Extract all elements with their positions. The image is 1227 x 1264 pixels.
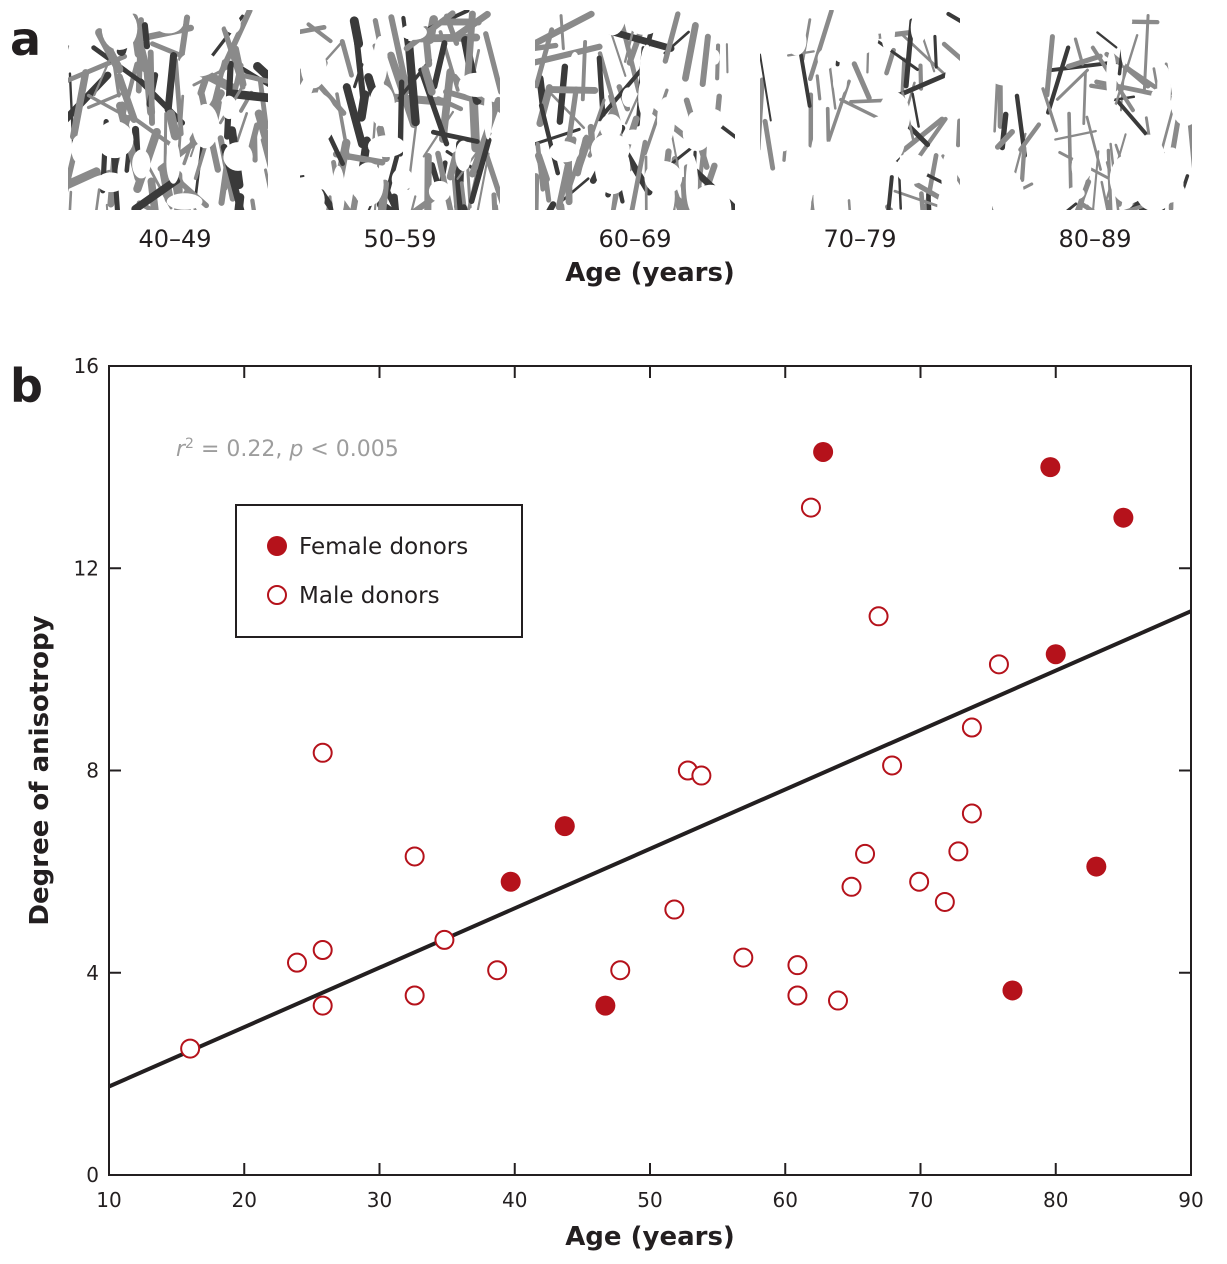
legend-female-label: Female donors <box>299 534 468 560</box>
age-group-label: 80–89 <box>1058 225 1132 253</box>
age-group-label: 50–59 <box>363 225 437 253</box>
x-tick-label: 40 <box>502 1188 527 1212</box>
male-donor-point <box>948 841 969 862</box>
scatter-chart: 10 20 30 40 50 60 70 80 90 0 4 8 12 16 r2 = 0.22, p <… <box>25 354 1204 1252</box>
y-tick-label: 8 <box>86 759 99 783</box>
male-donor-point <box>855 843 876 864</box>
age-group-label: 40–49 <box>138 225 212 253</box>
stat-annotation: r2 = 0.22, p < 0.005 <box>176 436 399 462</box>
female-donor-point <box>1086 856 1107 877</box>
bone-image-50-59 <box>300 10 500 210</box>
y-tick-label: 16 <box>74 354 99 378</box>
female-donor-point <box>554 816 575 837</box>
male-donor-point <box>787 985 808 1006</box>
age-group-label: 60–69 <box>598 225 672 253</box>
male-donor-point <box>312 742 333 763</box>
panel-letter-b: b <box>10 359 43 413</box>
x-tick-label: 30 <box>367 1188 392 1212</box>
x-axis-title: Age (years) <box>565 1222 735 1252</box>
legend-male-marker <box>267 585 287 605</box>
y-axis-title: Degree of anisotropy <box>25 615 55 925</box>
legend-female-marker <box>267 536 287 556</box>
male-donor-point <box>733 947 754 968</box>
x-tick-label: 60 <box>773 1188 798 1212</box>
male-donor-point <box>988 654 1009 675</box>
male-donor-point <box>312 995 333 1016</box>
male-donor-point <box>882 755 903 776</box>
male-donor-point <box>434 929 455 950</box>
age-group-label: 70–79 <box>823 225 897 253</box>
female-donor-point <box>595 995 616 1016</box>
male-donor-point <box>961 803 982 824</box>
panel-letter-a: a <box>10 12 42 66</box>
male-donor-point <box>487 960 508 981</box>
legend-male-label: Male donors <box>299 583 440 609</box>
p-value: < 0.005 <box>303 437 398 462</box>
male-donor-point <box>868 606 889 627</box>
male-donor-point <box>664 899 685 920</box>
r2-value: = 0.22, <box>194 437 289 462</box>
x-tick-label: 10 <box>96 1188 121 1212</box>
male-donor-point <box>827 990 848 1011</box>
male-donor-point <box>180 1038 201 1059</box>
bone-image-70-79 <box>760 10 960 210</box>
x-tick-label: 90 <box>1178 1188 1203 1212</box>
male-donor-point <box>909 871 930 892</box>
r2-exponent: 2 <box>185 436 194 452</box>
female-donor-point <box>1113 507 1134 528</box>
legend-box <box>235 504 523 638</box>
female-donor-point <box>1002 980 1023 1001</box>
x-tick-label: 70 <box>908 1188 933 1212</box>
y-tick-label: 0 <box>86 1163 99 1187</box>
r2-symbol: r <box>176 437 187 462</box>
male-donor-point <box>312 939 333 960</box>
male-donor-point <box>934 891 955 912</box>
y-tick-label: 12 <box>74 556 99 580</box>
regression-line <box>108 609 1192 1089</box>
panel-a-axis-title: Age (years) <box>565 258 735 288</box>
bone-image-80-89 <box>992 10 1192 210</box>
x-tick-label: 50 <box>637 1188 662 1212</box>
male-donor-point <box>800 497 821 518</box>
male-donor-point <box>610 960 631 981</box>
male-donor-point <box>961 717 982 738</box>
p-symbol: p <box>288 437 303 462</box>
bone-image-40-49 <box>68 10 268 210</box>
male-donor-point <box>691 765 712 786</box>
female-donor-point <box>813 441 834 462</box>
male-donor-point <box>787 955 808 976</box>
bone-image-60-69 <box>535 10 735 210</box>
plot-frame <box>108 365 1192 1176</box>
female-donor-point <box>1045 644 1066 665</box>
female-donor-point <box>1040 457 1061 478</box>
x-tick-label: 20 <box>232 1188 257 1212</box>
x-tick-label: 80 <box>1043 1188 1068 1212</box>
y-tick-label: 4 <box>86 961 99 985</box>
male-donor-point <box>404 846 425 867</box>
male-donor-point <box>286 952 307 973</box>
male-donor-point <box>404 985 425 1006</box>
legend: Female donors Male donors <box>235 504 523 638</box>
male-donor-point <box>841 876 862 897</box>
female-donor-point <box>500 871 521 892</box>
